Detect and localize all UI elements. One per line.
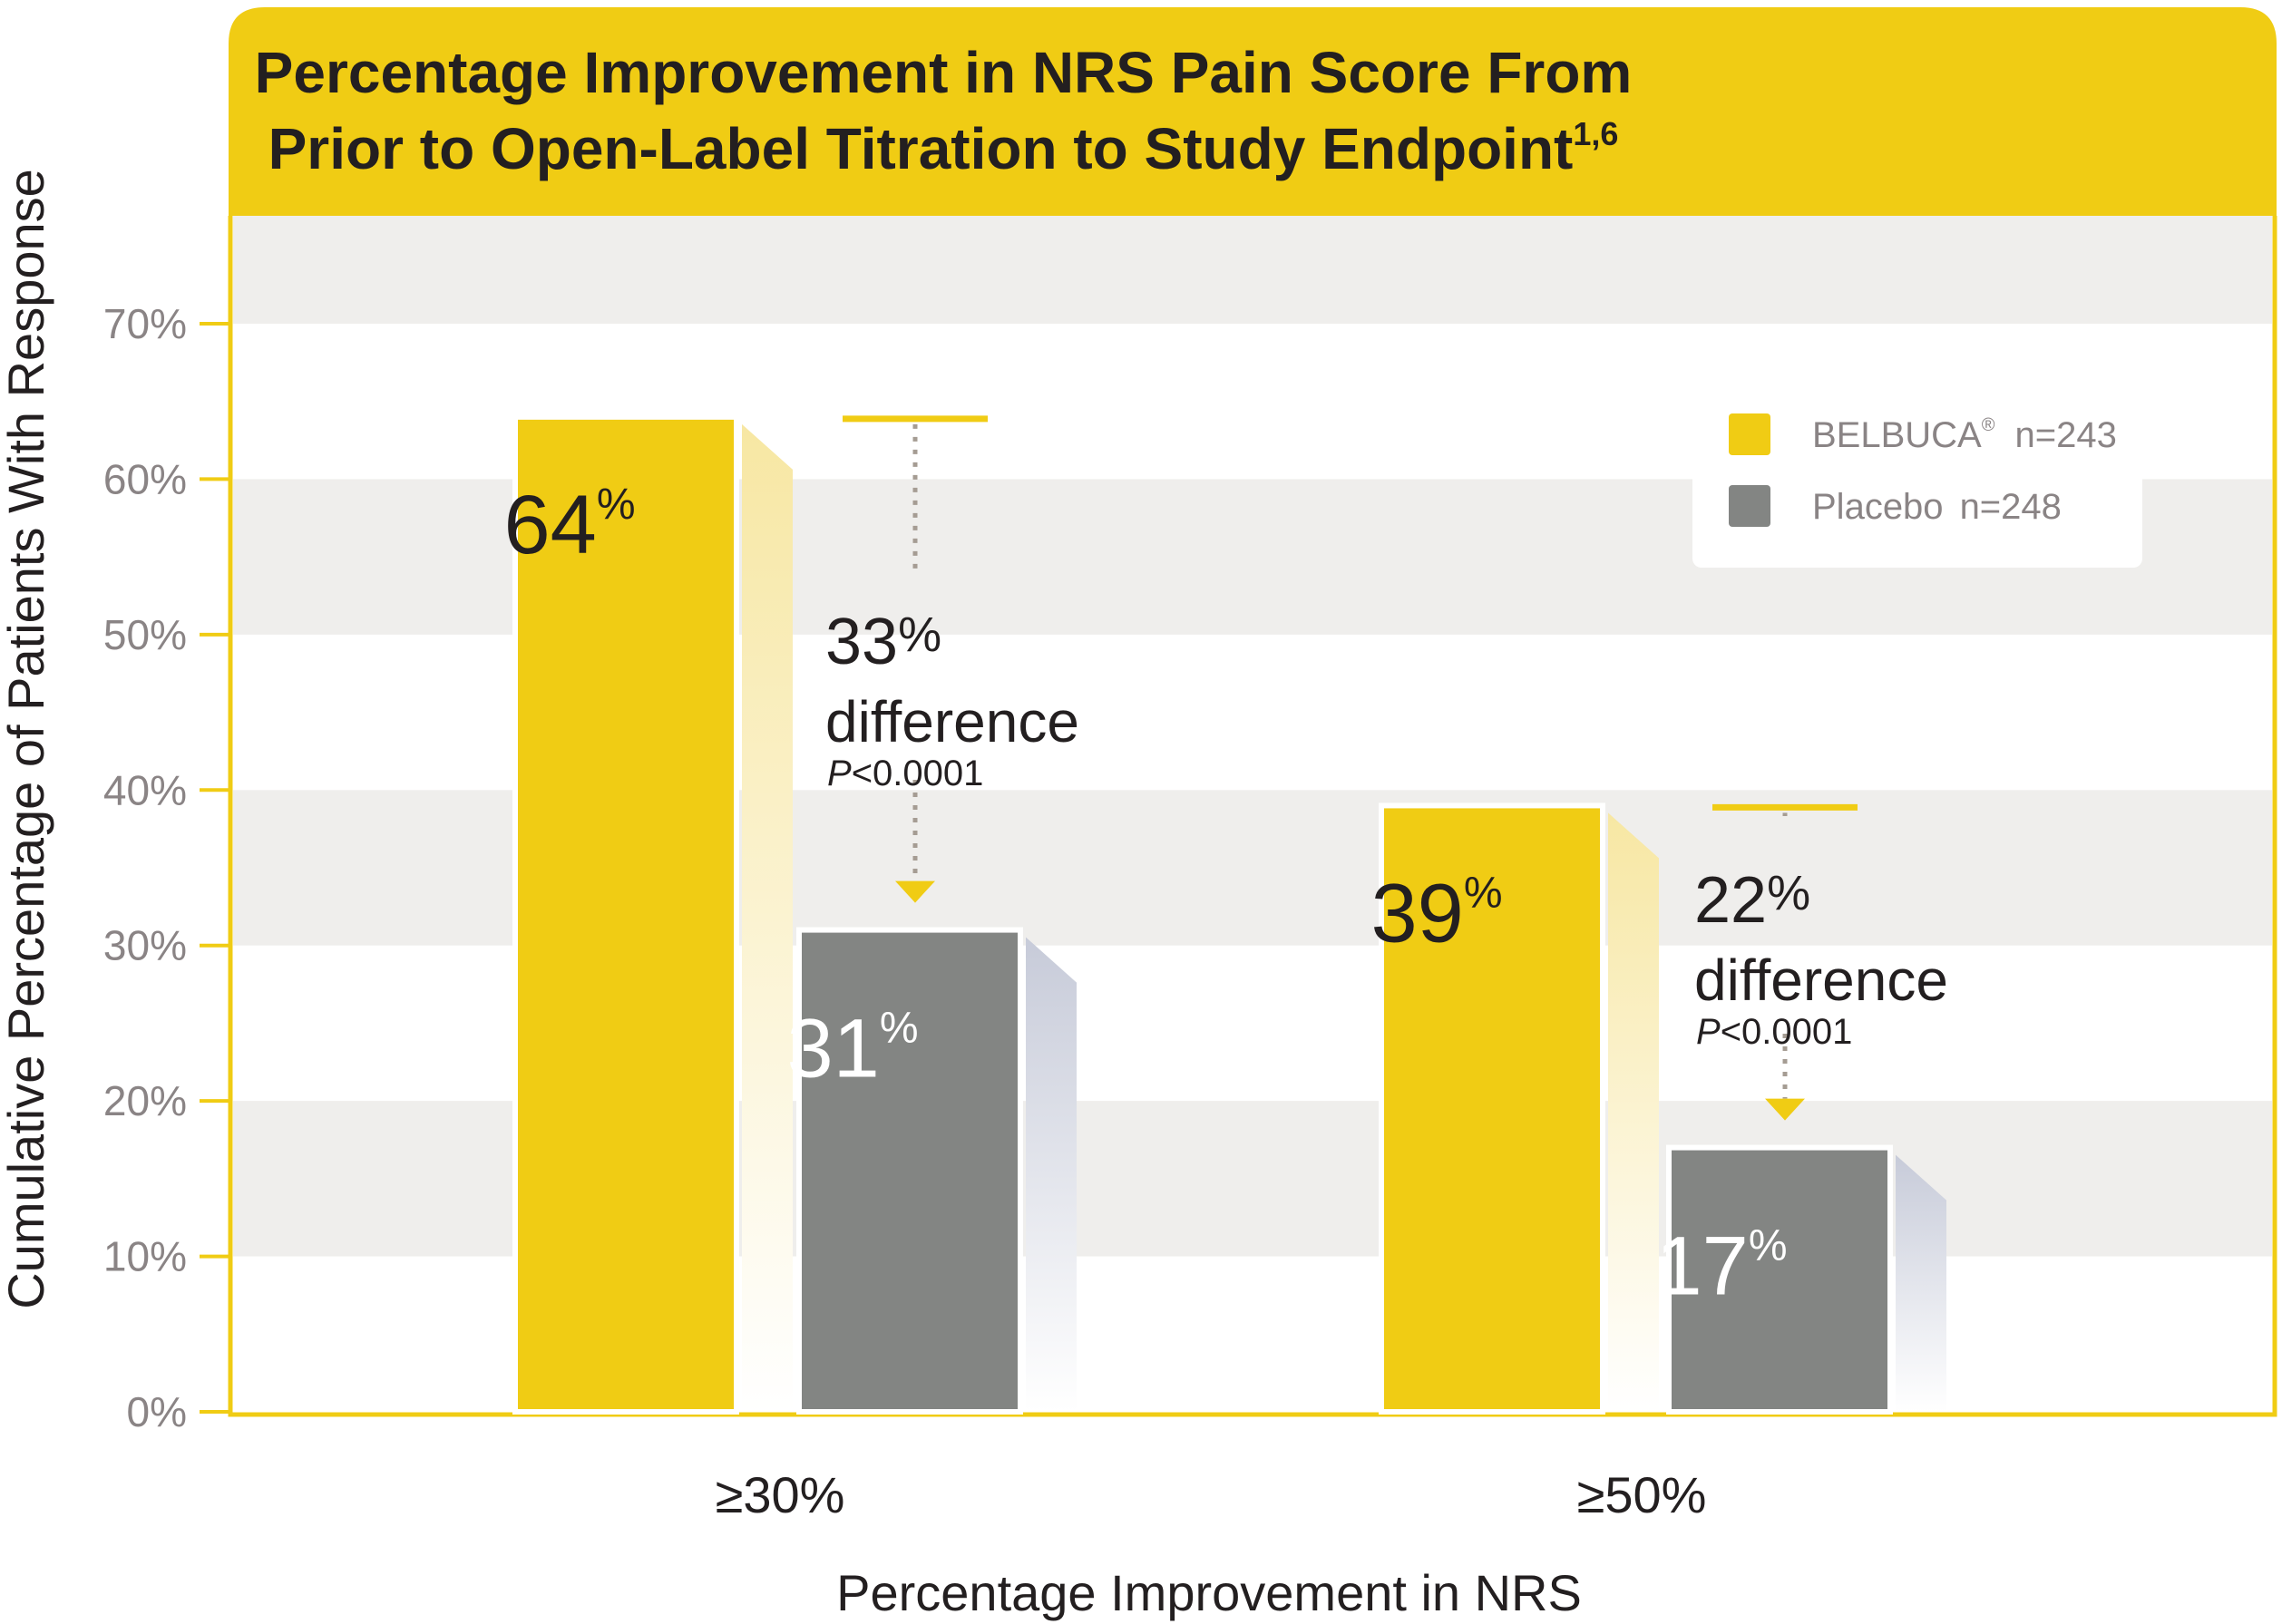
legend-belbuca-mark: ® [1982, 415, 1995, 435]
difference-pvalue-1: P<0.0001 [1696, 1012, 1852, 1052]
bar-label-unit: % [597, 481, 636, 529]
difference-unit: % [898, 608, 941, 662]
y-tick-label-7: 70% [103, 300, 187, 347]
legend-label-belbuca: BELBUCA® n=243 [1812, 415, 2117, 455]
difference-value-1: 22% [1694, 864, 1810, 937]
x-axis-title: Percentage Improvement in NRS [836, 1564, 1582, 1621]
difference-word-0: difference [825, 689, 1079, 754]
difference-annotations: 33%differenceP<0.000122%differenceP<0.00… [825, 415, 1948, 1121]
difference-arrow-1 [1765, 1098, 1805, 1121]
bar-1-0 [1379, 802, 1605, 1415]
y-tick-label-0: 0% [127, 1388, 187, 1435]
bar-shadow-1-1 [1896, 1154, 1946, 1412]
legend-swatch-belbuca [1729, 413, 1770, 455]
difference-number: 22 [1694, 864, 1767, 937]
p-value: <0.0001 [1721, 1012, 1853, 1052]
bar-label-1-0: 39% [1370, 867, 1502, 959]
bar-0-0 [512, 413, 739, 1415]
bar-shadow-0-0 [742, 423, 793, 1412]
bar-shadow-1-0 [1608, 812, 1659, 1412]
difference-word-1: difference [1694, 948, 1948, 1013]
p-letter: P [1696, 1012, 1721, 1052]
bar-label-value: 39 [1370, 867, 1463, 959]
legend-label-placebo: Placebo n=248 [1812, 487, 2062, 527]
bar-label-0-1: 31% [786, 1003, 918, 1095]
legend-swatch-placebo [1729, 485, 1770, 527]
p-value: <0.0001 [852, 754, 984, 793]
y-axis: 0% 10% 20% 30% 40% 50% 60% 70% [103, 300, 232, 1435]
bar-label-1-1: 17% [1655, 1220, 1787, 1313]
grid-band-top [233, 216, 2272, 324]
bar-shadow-0-1 [1026, 937, 1077, 1412]
difference-arrow-0 [895, 880, 935, 903]
difference-value-0: 33% [825, 606, 941, 678]
bar-label-0-0: 64% [503, 479, 635, 571]
legend-placebo-n: n=248 [1960, 487, 2062, 527]
y-tick-label-3: 30% [103, 922, 187, 969]
chart-title-line2: Prior to Open-Label Titration to Study E… [268, 115, 1619, 181]
chart-title-line1: Percentage Improvement in NRS Pain Score… [255, 40, 1633, 105]
chart-title-superscript: 1,6 [1573, 115, 1618, 152]
y-tick-label-2: 20% [103, 1077, 187, 1124]
y-tick-label-5: 50% [103, 611, 187, 658]
bar-label-unit: % [1464, 869, 1503, 917]
bar-0-1 [796, 927, 1023, 1415]
y-tick-label-4: 40% [103, 766, 187, 813]
legend-belbuca-n: n=243 [2015, 415, 2117, 455]
bar-label-value: 64 [503, 479, 596, 571]
header-panel [229, 7, 2277, 216]
category-label-0: ≥30% [716, 1466, 845, 1523]
p-letter: P [827, 754, 852, 793]
difference-pvalue-0: P<0.0001 [827, 754, 983, 793]
legend-box [1692, 392, 2142, 568]
legend-belbuca-name: BELBUCA [1812, 415, 1982, 455]
legend: BELBUCA® n=243 Placebo n=248 [1692, 392, 2142, 568]
bar-label-unit: % [880, 1005, 919, 1053]
y-axis-title: Cumulative Percentage of Patients With R… [0, 169, 54, 1309]
difference-unit: % [1767, 866, 1810, 920]
title-header: Percentage Improvement in NRS Pain Score… [229, 7, 2277, 216]
y-tick-label-1: 10% [103, 1233, 187, 1280]
plot-frame [228, 216, 2277, 1417]
category-label-1: ≥50% [1577, 1466, 1707, 1523]
x-axis: ≥30% ≥50% [716, 1466, 1707, 1523]
y-tick-label-6: 60% [103, 455, 187, 502]
bar-label-unit: % [1749, 1222, 1788, 1270]
bar-label-value: 17 [1655, 1220, 1748, 1313]
bars: 64%31%39%17% [503, 413, 1946, 1415]
legend-placebo-name: Placebo [1812, 487, 1944, 527]
chart-title-line2-text: Prior to Open-Label Titration to Study E… [268, 116, 1574, 181]
difference-number: 33 [825, 606, 898, 678]
bar-1-1 [1666, 1144, 1893, 1415]
bar-label-value: 31 [786, 1003, 879, 1095]
